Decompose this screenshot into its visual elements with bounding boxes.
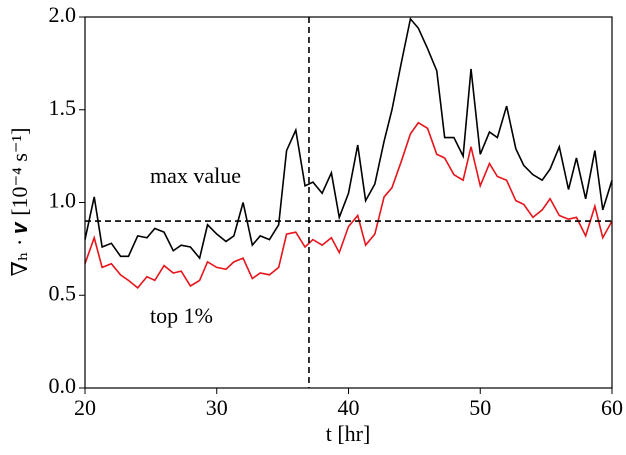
y-axis-label: ∇ₕ · 𝒗 [10⁻⁴ s⁻¹]	[7, 128, 32, 277]
data-line	[84, 17, 613, 260]
data-line	[84, 121, 613, 289]
x-tick-label: 60	[601, 395, 623, 420]
annotation: top 1%	[150, 303, 213, 328]
x-tick-label: 40	[338, 395, 360, 420]
plot-frame	[84, 16, 613, 389]
x-tick-label: 30	[206, 395, 228, 420]
y-tick-label: 0.5	[49, 280, 77, 305]
y-tick-label: 2.0	[49, 2, 77, 27]
x-tick-label: 20	[74, 395, 96, 420]
x-tick-label: 50	[469, 395, 491, 420]
y-tick-label: 1.5	[49, 95, 77, 120]
x-axis-label: t [hr]	[326, 421, 371, 446]
y-tick-label: 0.0	[49, 373, 77, 398]
annotation: max value	[150, 163, 241, 188]
y-tick-label: 1.0	[49, 188, 77, 213]
